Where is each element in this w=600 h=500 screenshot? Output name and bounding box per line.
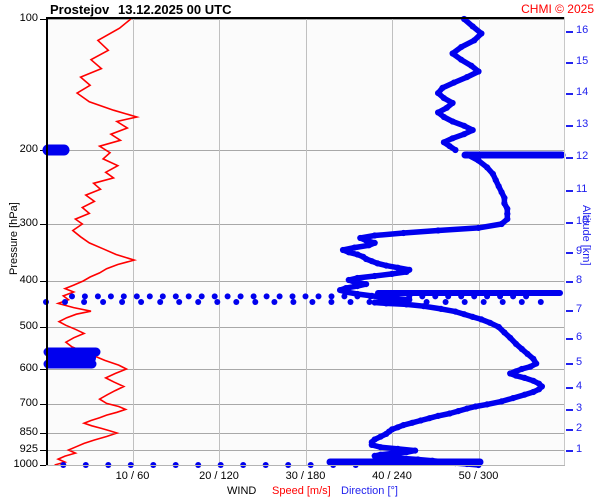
copyright-label: CHMI © 2025 bbox=[521, 2, 594, 16]
gridline-wind bbox=[305, 19, 307, 465]
pressure-tick bbox=[40, 19, 46, 20]
altitude-tick bbox=[566, 62, 573, 64]
pressure-tick-label: 925 bbox=[19, 443, 38, 455]
pressure-tick-label: 1000 bbox=[13, 458, 38, 470]
altitude-tick bbox=[566, 125, 573, 127]
axis-left-line bbox=[46, 17, 48, 466]
pressure-tick bbox=[40, 369, 46, 370]
altitude-tick-label: 6 bbox=[576, 331, 583, 343]
altitude-tick-label: 9 bbox=[576, 245, 583, 257]
legend-speed: Speed [m/s] bbox=[272, 485, 331, 497]
altitude-tick bbox=[566, 281, 573, 283]
altitude-tick bbox=[566, 252, 573, 254]
altitude-tick-label: 8 bbox=[576, 274, 583, 286]
pressure-tick-label: 500 bbox=[19, 320, 38, 332]
pressure-tick-label: 850 bbox=[19, 426, 38, 438]
wind-tick-label: 10 / 60 bbox=[115, 470, 150, 482]
axis-bottom-line bbox=[46, 465, 565, 466]
altitude-tick bbox=[566, 409, 573, 411]
gridline-wind bbox=[478, 19, 480, 465]
altitude-tick-label: 14 bbox=[576, 86, 589, 98]
pressure-tick bbox=[40, 224, 46, 225]
altitude-tick-label: 12 bbox=[576, 150, 589, 162]
pressure-tick bbox=[40, 450, 46, 451]
altitude-tick-label: 11 bbox=[576, 183, 588, 195]
axis-top-line bbox=[46, 17, 565, 19]
wind-tick-label: 50 / 300 bbox=[458, 470, 499, 482]
pressure-tick bbox=[40, 404, 46, 405]
pressure-tick-label: 100 bbox=[19, 12, 38, 24]
station-name: Prostejov bbox=[50, 2, 110, 17]
altitude-tick-label: 16 bbox=[576, 24, 589, 36]
axis-right-line bbox=[564, 17, 565, 466]
pressure-tick-label: 400 bbox=[19, 274, 38, 286]
pressure-tick-label: 700 bbox=[19, 397, 38, 409]
wind-tick-label: 40 / 240 bbox=[372, 470, 412, 482]
altitude-tick-label: 13 bbox=[576, 118, 589, 130]
altitude-tick-label: 15 bbox=[576, 55, 589, 67]
altitude-tick bbox=[566, 363, 573, 365]
altitude-tick-label: 10 bbox=[576, 215, 589, 227]
pressure-tick bbox=[40, 433, 46, 434]
altitude-tick bbox=[566, 157, 573, 159]
altitude-tick bbox=[566, 310, 573, 312]
altitude-tick bbox=[566, 93, 573, 95]
altitude-tick bbox=[566, 222, 573, 224]
altitude-tick bbox=[566, 387, 573, 389]
wind-tick-label: 20 / 120 bbox=[199, 470, 239, 482]
legend-direction: Direction [°] bbox=[341, 485, 398, 497]
altitude-tick bbox=[566, 31, 573, 33]
gridline-wind bbox=[392, 19, 393, 465]
wind-tick-label: 30 / 180 bbox=[285, 470, 326, 482]
altitude-tick-label: 3 bbox=[576, 402, 583, 414]
pressure-tick-label: 200 bbox=[19, 143, 38, 155]
pressure-tick-label: 600 bbox=[19, 362, 38, 374]
pressure-tick bbox=[40, 465, 46, 466]
pressure-axis-title: Pressure [hPa] bbox=[8, 202, 20, 275]
altitude-tick bbox=[566, 429, 573, 431]
datetime-label: 13.12.2025 00 UTC bbox=[118, 2, 232, 17]
pressure-tick-label: 300 bbox=[19, 217, 38, 229]
altitude-tick-label: 1 bbox=[576, 443, 583, 455]
altitude-tick-label: 5 bbox=[576, 356, 583, 368]
altitude-tick-label: 4 bbox=[576, 380, 583, 392]
legend-wind: WIND bbox=[227, 485, 257, 497]
altitude-tick bbox=[566, 450, 573, 452]
altitude-tick-label: 7 bbox=[576, 303, 583, 315]
gridline-wind bbox=[132, 19, 134, 465]
gridline-wind bbox=[219, 19, 220, 465]
altitude-tick-label: 2 bbox=[576, 422, 583, 434]
pressure-tick bbox=[40, 327, 46, 328]
altitude-tick bbox=[566, 338, 573, 340]
altitude-tick bbox=[566, 190, 573, 192]
pressure-tick bbox=[40, 281, 46, 282]
altitude-axis-title: Altitude [km] bbox=[580, 205, 592, 266]
